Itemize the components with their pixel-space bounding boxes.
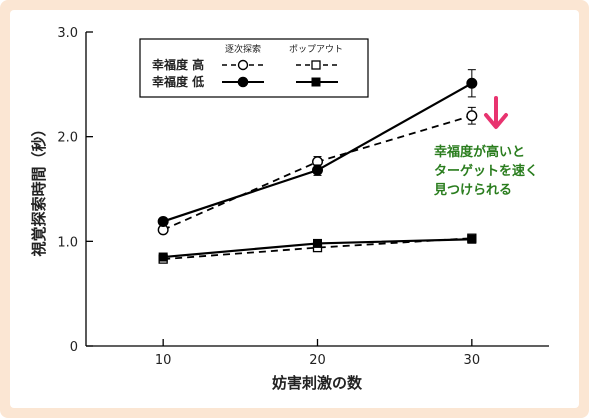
series-0	[157, 106, 478, 236]
data-point	[158, 252, 168, 262]
y-tick-label: 0	[70, 340, 78, 355]
series-3	[158, 234, 477, 262]
series-2	[158, 233, 477, 264]
y-tick-label: 2.0	[57, 131, 78, 146]
annotation-line-3: 見つけられる	[433, 183, 512, 198]
x-tick-label: 20	[309, 353, 326, 368]
data-point	[313, 238, 322, 248]
legend-marker-serial-high	[237, 59, 249, 71]
data-point	[157, 215, 169, 227]
y-tick-label: 3.0	[57, 26, 78, 41]
down-arrow-icon	[484, 96, 508, 129]
data-point	[466, 77, 478, 89]
legend-marker-popout-high	[311, 60, 321, 70]
data-point	[466, 110, 478, 122]
legend-header-popout: ポップアウト	[289, 44, 343, 55]
x-ticks: 10 20 30	[155, 339, 480, 368]
annotation-line-2: ターゲットを速く	[434, 163, 538, 179]
series-1	[157, 69, 478, 227]
data-point	[467, 234, 477, 244]
y-axis-title: 視覚探索時間（秒）	[30, 121, 48, 257]
legend-row-high: 幸福度 高	[152, 57, 204, 72]
x-tick-label: 10	[155, 353, 172, 368]
legend-marker-serial-low	[237, 76, 249, 88]
annotation-line-1: 幸福度が高いと	[434, 144, 525, 160]
legend-box	[139, 38, 369, 98]
legend-row-low: 幸福度 低	[152, 74, 204, 89]
series-layer	[157, 69, 478, 264]
y-ticks: 0 1.0 2.0 3.0	[57, 26, 93, 355]
legend-header-serial: 逐次探索	[225, 43, 261, 55]
legend: 逐次探索 ポップアウト 幸福度 高 幸福度 低	[139, 38, 369, 98]
y-tick-label: 1.0	[57, 235, 78, 250]
data-point	[312, 164, 323, 176]
x-axis-title: 妨害刺激の数	[271, 374, 363, 392]
legend-marker-popout-low	[311, 77, 321, 87]
x-tick-label: 30	[464, 353, 481, 368]
series-line	[162, 82, 473, 223]
